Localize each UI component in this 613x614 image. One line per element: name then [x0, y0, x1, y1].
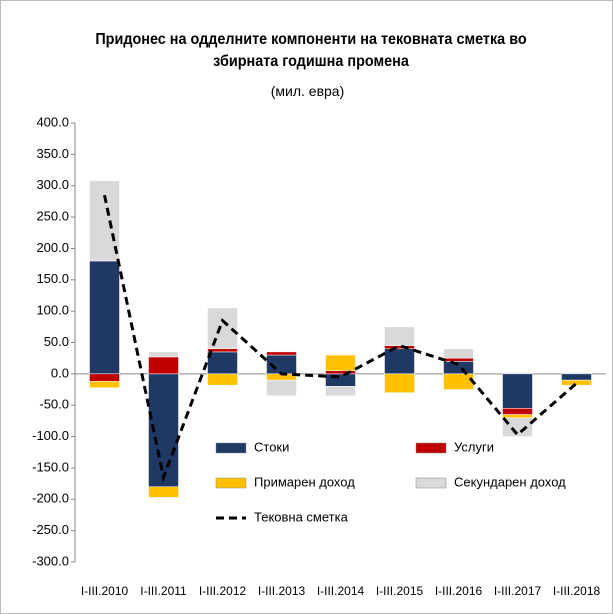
y-tick-label: -100.0: [32, 428, 69, 443]
y-tick-label: 200.0: [36, 240, 69, 255]
y-tick-label: -250.0: [32, 522, 69, 537]
bar-segment: [502, 408, 533, 415]
y-tick-label: 400.0: [36, 114, 69, 129]
legend-swatch: [415, 442, 447, 454]
x-tick-label: I-III.2015: [376, 584, 424, 598]
x-tick-label: I-III.2010: [81, 584, 129, 598]
bar-segment: [443, 348, 474, 359]
x-tick-label: I-III.2013: [258, 584, 306, 598]
legend-label: Услуги: [454, 439, 494, 454]
y-tick-label: 50.0: [44, 334, 69, 349]
chart-subtitle: (мил. евра): [270, 83, 345, 99]
bar-segment: [502, 414, 533, 419]
legend-swatch: [415, 477, 447, 489]
chart-title: Придонес на одделните компоненти на теко…: [95, 31, 527, 70]
bar-segment: [443, 357, 474, 362]
x-tick-label: I-III.2014: [317, 584, 365, 598]
y-tick-label: -300.0: [32, 553, 69, 568]
bar-segment: [207, 373, 238, 386]
bar-segment: [325, 354, 356, 371]
x-tick-label: I-III.2016: [435, 584, 483, 598]
y-tick-label: 350.0: [36, 146, 69, 161]
y-tick-label: -150.0: [32, 459, 69, 474]
y-tick-label: 100.0: [36, 303, 69, 318]
bar-segment: [266, 351, 297, 356]
legend-label: Стоки: [254, 439, 289, 454]
bar-segment: [502, 417, 533, 437]
line-series: [103, 194, 578, 483]
x-tick-label: I-III.2011: [140, 584, 187, 598]
x-tick-label: I-III.2012: [199, 584, 247, 598]
bar-segment: [148, 351, 179, 358]
y-tick-label: 150.0: [36, 271, 69, 286]
bar-segment: [89, 381, 120, 388]
y-tick-label: 300.0: [36, 177, 69, 192]
legend-swatch: [215, 477, 247, 489]
bar-segment: [325, 386, 356, 397]
bar-segment: [148, 356, 179, 375]
x-tick-label: I-III.2017: [494, 584, 542, 598]
bar-segment: [207, 351, 238, 375]
bar-segment: [561, 373, 592, 381]
legend-label: Примарен доход: [254, 474, 355, 489]
bar-segment: [443, 373, 474, 390]
y-tick-label: 0.0: [51, 365, 69, 380]
bar-segment: [384, 345, 415, 350]
bar-segment: [89, 373, 120, 382]
x-tick-label: I-III.2018: [553, 584, 601, 598]
legend-label: Тековна сметка: [254, 509, 349, 524]
bar-segment: [266, 379, 297, 397]
bar-segment: [561, 379, 592, 386]
bar-segment: [89, 260, 120, 375]
bar-segment: [325, 373, 356, 387]
y-tick-label: -200.0: [32, 491, 69, 506]
bar-segment: [148, 486, 179, 498]
y-tick-label: -50.0: [39, 397, 69, 412]
legend-swatch: [215, 442, 247, 454]
legend-label: Секундарен доход: [454, 474, 566, 489]
y-tick-label: 250.0: [36, 209, 69, 224]
bar-segment: [384, 326, 415, 346]
bar-segment: [384, 348, 415, 375]
bar-segment: [384, 373, 415, 393]
bar-segment: [502, 373, 533, 409]
